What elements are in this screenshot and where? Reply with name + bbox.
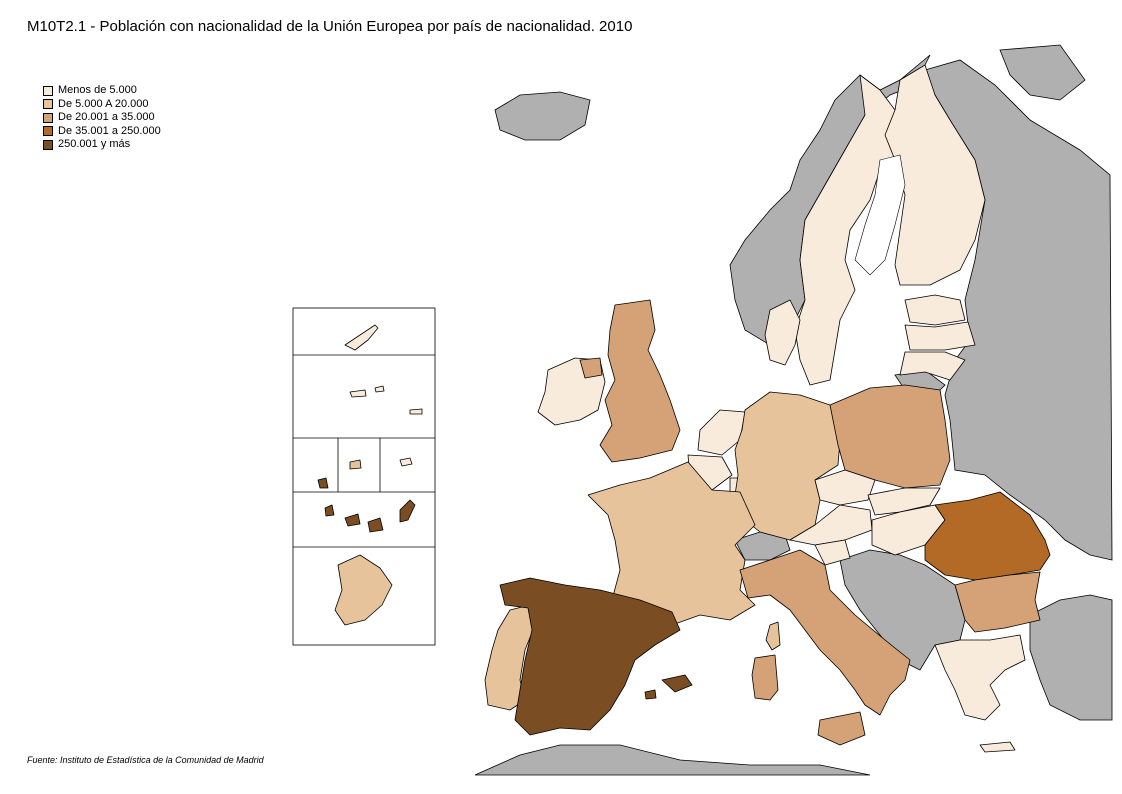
inset-canary-2 — [344, 513, 361, 527]
legend-swatch — [43, 126, 53, 137]
region-balearics — [661, 674, 693, 693]
map-source: Fuente: Instituto de Estadística de la C… — [27, 755, 264, 765]
region-czech — [814, 469, 876, 506]
region-crete — [979, 741, 1016, 753]
legend-label: De 20.001 a 35.000 — [58, 111, 155, 123]
legend-swatch — [43, 112, 53, 123]
legend-label: Menos de 5.000 — [58, 84, 137, 96]
inset-azores-2 — [374, 385, 385, 393]
inset-azores-1 — [349, 389, 367, 398]
inset-canary-3 — [367, 517, 384, 533]
region-denmark — [764, 299, 801, 366]
legend-label: De 5.000 A 20.000 — [58, 97, 149, 110]
iceland — [494, 91, 591, 141]
inset-island-a — [317, 477, 329, 489]
region-sardinia — [751, 654, 779, 701]
region-estonia — [904, 294, 966, 326]
eu-countries — [484, 64, 1051, 753]
inset-cyprus — [344, 324, 379, 351]
legend-item: De 35.001 a 250.000 — [43, 125, 161, 139]
inset-frame — [292, 307, 436, 646]
inset-canary-1 — [324, 504, 335, 517]
map-legend: Menos de 5.000 De 5.000 A 20.000 De 20.0… — [43, 84, 161, 152]
gulf-of-bothnia — [854, 154, 906, 276]
legend-swatch — [43, 139, 53, 150]
arctic-region — [999, 44, 1086, 101]
legend-item: 250.001 y más — [43, 138, 161, 152]
region-lithuania — [899, 351, 966, 381]
region-spain — [499, 577, 681, 736]
north-africa — [474, 744, 871, 776]
region-uk-ni — [579, 357, 603, 379]
legend-swatch — [43, 85, 53, 96]
region-poland — [829, 384, 951, 489]
legend-item: Menos de 5.000 — [43, 84, 161, 98]
region-finland — [884, 64, 986, 286]
region-sicily — [817, 711, 866, 746]
map-title: M10T2.1 - Población con nacionalidad de … — [27, 18, 633, 35]
region-balearics-2 — [644, 689, 657, 700]
turkey — [1029, 594, 1113, 721]
non-eu-land — [474, 44, 1113, 776]
inset-madeira — [349, 459, 362, 470]
inset-panel — [292, 307, 436, 646]
legend-swatch — [43, 99, 53, 110]
region-uk — [599, 299, 681, 463]
inset-french-guiana — [334, 554, 393, 626]
region-romania — [924, 491, 1051, 581]
legend-item: De 20.001 a 35.000 — [43, 111, 161, 125]
legend-item: De 5.000 A 20.000 — [43, 98, 161, 112]
legend-label: De 35.001 a 250.000 — [58, 124, 161, 137]
legend-label: 250.001 y más — [58, 138, 131, 150]
region-greece — [934, 634, 1026, 721]
region-slovenia — [814, 539, 851, 566]
region-italy — [739, 549, 911, 716]
inset-canary-4 — [399, 499, 416, 523]
region-corsica — [765, 621, 781, 651]
region-latvia — [904, 321, 976, 351]
region-slovakia — [867, 487, 941, 516]
region-bulgaria — [954, 571, 1041, 633]
inset-azores-3 — [409, 408, 423, 415]
inset-island-b — [399, 457, 413, 467]
